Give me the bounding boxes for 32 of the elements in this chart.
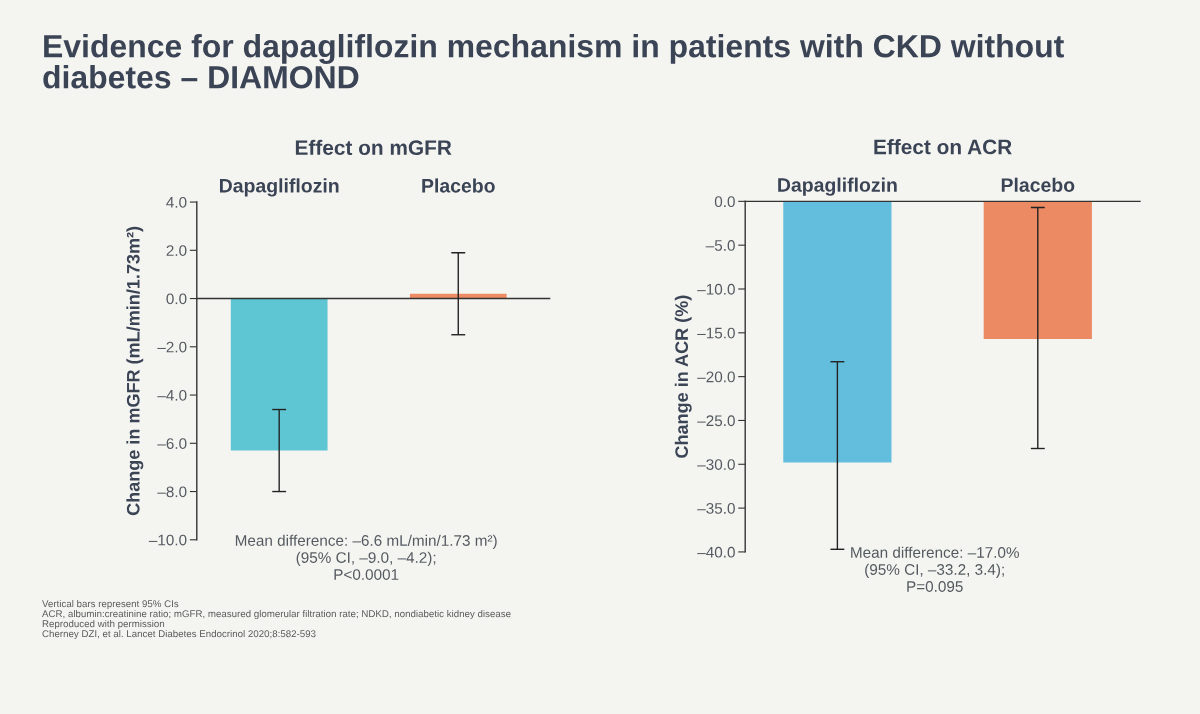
chart-title: Effect on ACR [874,139,1012,155]
y-tick-label: –2.0 [157,341,187,353]
y-tick-label: –5.0 [705,240,735,251]
y-tick-label: –10.0 [697,283,735,295]
y-tick-label: –30.0 [697,459,735,470]
text: Cherney DZI, et al. Lancet Diabetes Endocrinol 2020;8:582-593 [42,630,316,640]
text: Vertical bars represent 95% CIs [42,600,179,610]
y-tick-label: –40.0 [697,546,735,558]
y-tick-label: 0.0 [166,293,187,305]
annotation: Mean difference: –6.6 mL/min/1.73 m²) (95% CI, –9.0, –4.2); P<0.0001 [235,534,497,580]
chart-subtitle: Effect on mGFR [295,139,452,156]
y-tick-label: 2.0 [166,245,187,256]
y-tick-label: –4.0 [157,389,187,401]
chart-title: Evidence for dapagliflozin mechanism in patients with CKD without diabetes – DIAMOND [43,34,1064,89]
y-tick-label: –8.0 [157,486,187,498]
annotation: Mean difference: –17.0% (95% CI, –33.2, 3.4); P=0.095 [851,546,1019,592]
y-tick-label: –6.0 [157,438,187,449]
x-tick-label: Placebo [1001,177,1075,192]
y-tick-label: –20.0 [697,371,735,383]
y-tick-label: –10.0 [148,534,187,546]
y-tick-label: –15.0 [697,327,735,339]
text: Reproduced with permission [42,620,165,630]
y-axis-title: Change in mGFR (mL/min/1.73m²) [126,226,144,516]
y-axis-title: Change in ACR (%) [674,295,692,458]
x-tick-label: Dapagliflozin [778,177,897,196]
y-tick-label: 4.0 [166,196,187,208]
text: ACR, albumin:creatinine ratio; mGFR, measured glomerular filtration rate; NDKD, nondiabetic kidney disease [42,610,511,620]
x-tick-label: Dapagliflozin [219,178,339,197]
y-tick-label: 0.0 [714,196,735,208]
y-tick-label: –25.0 [697,415,735,427]
x-tick-label: Placebo [422,178,495,193]
y-tick-label: –35.0 [697,502,735,514]
